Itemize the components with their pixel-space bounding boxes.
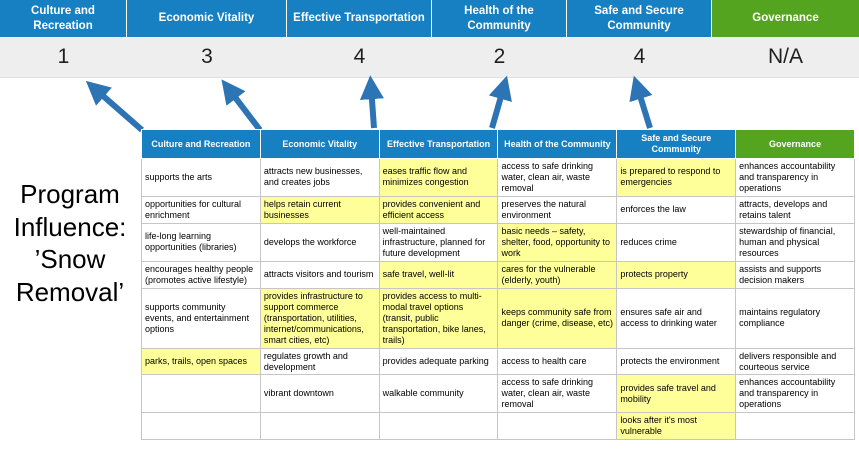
matrix-header: Effective Transportation xyxy=(378,129,499,159)
matrix-row: parks, trails, open spaces regulates grow… xyxy=(141,347,855,376)
matrix-cell: enhances accountability and transparency… xyxy=(735,158,855,197)
matrix-cell: provides convenient and efficient access xyxy=(378,195,499,224)
score-effective-transportation: 4 xyxy=(353,45,366,68)
matrix-cell: helps retain current businesses xyxy=(259,195,380,224)
matrix-cell xyxy=(378,412,499,441)
banner-economic-vitality: Economic Vitality xyxy=(127,0,287,37)
matrix-row: supports community events, and entertain… xyxy=(141,287,855,349)
score-safe-and-secure-community: 4 xyxy=(633,45,646,68)
matrix-cell: access to safe drinking water, clean air… xyxy=(497,374,618,414)
score-band: 1 3 4 2 4 N/A xyxy=(0,37,859,78)
arrow-icon xyxy=(488,75,512,129)
matrix-cell: develops the workforce xyxy=(259,222,380,262)
matrix-header: Economic Vitality xyxy=(259,129,380,159)
matrix-header: Governance xyxy=(735,129,855,159)
matrix-cell: provides infrastructure to support comme… xyxy=(259,287,380,349)
matrix-cell: opportunities for cultural enrichment xyxy=(141,195,261,224)
influence-arrows xyxy=(85,75,653,132)
matrix-row: opportunities for cultural enrichment hel… xyxy=(141,195,855,224)
matrix-cell: protects the environment xyxy=(616,347,737,376)
matrix-cell: vibrant downtown xyxy=(259,374,380,414)
matrix-cell: walkable community xyxy=(378,374,499,414)
matrix-cell: ensures safe air and access to drinking … xyxy=(616,287,737,349)
matrix-cell: stewardship of financial, human and phys… xyxy=(735,222,855,262)
matrix-cell: attracts visitors and tourism xyxy=(259,260,380,289)
matrix-cell: provides adequate parking xyxy=(378,347,499,376)
matrix-cell: life-long learning opportunities (librar… xyxy=(141,222,261,262)
banner-culture-and-recreation: Culture and Recreation xyxy=(0,0,127,37)
matrix-cell: cares for the vulnerable (elderly, youth… xyxy=(497,260,618,289)
arrow-icon xyxy=(85,80,144,132)
score-culture-and-recreation: 1 xyxy=(57,45,70,68)
matrix-cell: basic needs – safety, shelter, food, opp… xyxy=(497,222,618,262)
matrix-cell: reduces crime xyxy=(616,222,737,262)
score-economic-vitality: 3 xyxy=(201,45,213,68)
matrix-header: Safe and Secure Community xyxy=(616,129,737,159)
matrix-cell: keeps community safe from danger (crime,… xyxy=(497,287,618,349)
matrix-cell: is prepared to respond to emergencies xyxy=(616,158,737,197)
banner-governance: Governance xyxy=(712,0,859,37)
matrix-cell: provides safe travel and mobility xyxy=(616,374,737,414)
arrow-icon xyxy=(359,75,384,129)
matrix-header-row: Culture and Recreation Economic Vitality E… xyxy=(141,129,855,159)
matrix-row: vibrant downtown walkable community access… xyxy=(141,374,855,414)
matrix-cell xyxy=(259,412,380,441)
program-title: Program Influence: ’Snow Removal’ xyxy=(13,179,127,307)
matrix-cell xyxy=(735,412,855,441)
matrix-row: life-long learning opportunities (librar… xyxy=(141,222,855,262)
matrix-cell: parks, trails, open spaces xyxy=(141,347,261,376)
matrix-cell: looks after it's most vulnerable xyxy=(616,412,737,441)
matrix-cell: enhances accountability and transparency… xyxy=(735,374,855,414)
matrix-cell: encourages healthy people (promotes acti… xyxy=(141,260,261,289)
matrix-cell: provides access to multi-modal travel op… xyxy=(378,287,499,349)
matrix-cell: protects property xyxy=(616,260,737,289)
matrix-cell: well-maintained infrastructure, planned … xyxy=(378,222,499,262)
matrix-row: encourages healthy people (promotes acti… xyxy=(141,260,855,289)
influence-matrix: Culture and Recreation Economic Vitality E… xyxy=(141,129,855,441)
matrix-cell: supports community events, and entertain… xyxy=(141,287,261,349)
matrix-cell: preserves the natural environment xyxy=(497,195,618,224)
matrix-cell: regulates growth and development xyxy=(259,347,380,376)
banner-effective-transportation: Effective Transportation xyxy=(287,0,432,37)
banner-safe-and-secure-community: Safe and Secure Community xyxy=(567,0,712,37)
matrix-header: Health of the Community xyxy=(497,129,618,159)
matrix-header: Culture and Recreation xyxy=(141,129,261,159)
matrix-cell xyxy=(141,412,261,441)
category-banner: Culture and Recreation Economic Vitality… xyxy=(0,0,859,37)
matrix-cell: maintains regulatory compliance xyxy=(735,287,855,349)
score-governance: N/A xyxy=(767,45,803,68)
matrix-cell: attracts new businesses, and creates job… xyxy=(259,158,380,197)
matrix-row: supports the arts attracts new businesses… xyxy=(141,158,855,197)
matrix-cell: assists and supports decision makers xyxy=(735,260,855,289)
arrow-icon xyxy=(629,75,653,129)
matrix-cell: eases traffic flow and minimizes congest… xyxy=(378,158,499,197)
matrix-row: looks after it's most vulnerable xyxy=(141,412,855,441)
matrix-cell: safe travel, well-lit xyxy=(378,260,499,289)
score-health-of-the-community: 2 xyxy=(493,45,506,68)
matrix-cell xyxy=(141,374,261,414)
matrix-cell: attracts, develops and retains talent xyxy=(735,195,855,224)
matrix-cell: access to safe drinking water, clean air… xyxy=(497,158,618,197)
arrow-icon xyxy=(221,79,263,132)
matrix-cell xyxy=(497,412,618,441)
matrix-cell: enforces the law xyxy=(616,195,737,224)
banner-health-of-the-community: Health of the Community xyxy=(432,0,567,37)
matrix-cell: delivers responsible and courteous servi… xyxy=(735,347,855,376)
matrix-cell: supports the arts xyxy=(141,158,261,197)
matrix-cell: access to health care xyxy=(497,347,618,376)
